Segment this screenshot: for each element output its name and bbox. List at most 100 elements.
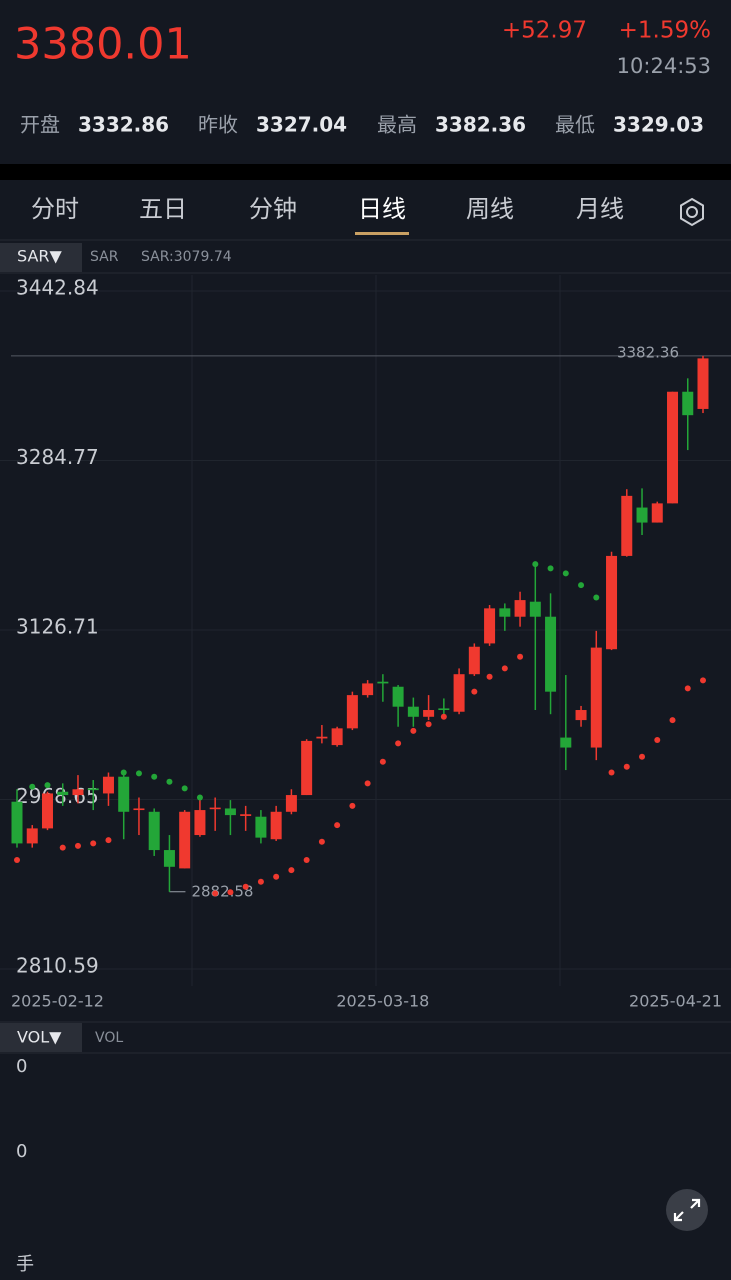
sar-dot: [501, 665, 508, 672]
candle-body: [651, 503, 663, 523]
change-pct: +1.59%: [619, 18, 711, 44]
y-tick-label: 2968.65: [16, 784, 99, 808]
candle-body: [606, 555, 618, 650]
candle-body: [407, 706, 419, 717]
candle-body: [133, 808, 145, 811]
candle-body: [392, 686, 404, 707]
sar-dot: [608, 769, 615, 776]
sar-dot: [532, 561, 539, 568]
candle-body: [499, 608, 511, 617]
sar-dot: [135, 770, 142, 777]
candle-body: [545, 616, 557, 692]
indicator-button-label[interactable]: SAR▼: [17, 247, 63, 266]
candle-body: [316, 736, 328, 739]
sar-dot: [166, 778, 173, 785]
candle-body: [209, 807, 221, 810]
candle-body: [87, 788, 99, 791]
sar-dot: [349, 802, 356, 809]
sar-dot: [44, 782, 51, 789]
candle-body: [179, 811, 191, 869]
candle-body: [575, 710, 587, 721]
stat-value: 3382.36: [435, 113, 526, 137]
sar-dot: [273, 873, 280, 880]
tab[interactable]: 月线: [576, 195, 624, 223]
sar-dot: [318, 838, 325, 845]
tab[interactable]: 日线: [358, 195, 406, 223]
sar-dot: [578, 582, 585, 589]
sar-dot: [623, 763, 630, 770]
sar-dot: [456, 702, 463, 709]
vol-tick: 0: [16, 1056, 27, 1077]
sar-dot: [151, 773, 158, 780]
stat-label: 昨收: [198, 113, 238, 137]
tab[interactable]: 分钟: [249, 195, 297, 223]
candle-body: [118, 776, 130, 812]
candle-body: [453, 674, 465, 712]
candle-body: [224, 808, 236, 816]
candle-body: [514, 600, 526, 617]
sar-dot: [90, 840, 97, 847]
separator: [0, 164, 731, 180]
sar-dot: [227, 889, 234, 896]
sar-dot: [334, 822, 341, 829]
sar-dot: [120, 769, 127, 776]
candle-body: [468, 646, 480, 675]
indicator-name: SAR: [90, 249, 119, 265]
sar-dot: [105, 837, 112, 844]
vol-button[interactable]: [0, 1023, 82, 1052]
candle-body: [529, 601, 541, 617]
vol-button-label[interactable]: VOL▼: [17, 1028, 62, 1047]
candle-body: [240, 814, 252, 816]
candle-body: [590, 647, 602, 748]
candle-body: [377, 681, 389, 684]
sar-dot: [74, 842, 81, 849]
sar-dot: [593, 594, 600, 601]
sar-dot: [440, 713, 447, 720]
sar-dot: [684, 685, 691, 692]
candle-body: [438, 708, 450, 711]
indicator-button[interactable]: [0, 243, 82, 272]
settings-icon[interactable]: [680, 197, 704, 227]
candle-body: [270, 811, 282, 840]
stat-value: 3332.86: [78, 113, 169, 137]
stat-label: 开盘: [20, 113, 60, 137]
stat-label: 最高: [377, 113, 417, 137]
sar-dot: [29, 783, 36, 790]
y-tick-label: 2810.59: [16, 954, 99, 978]
candle-body: [682, 391, 694, 416]
candle-body: [285, 795, 297, 812]
sar-dot: [471, 688, 478, 695]
stat-label: 最低: [555, 113, 595, 137]
sar-dot: [486, 673, 493, 680]
candle-body: [621, 495, 633, 556]
y-tick-label: 3442.84: [16, 276, 99, 300]
candle-body: [26, 828, 38, 844]
x-tick-label: 2025-04-21: [629, 992, 722, 1011]
low-label: 2882.58: [191, 882, 253, 900]
sar-dot: [196, 794, 203, 801]
candle-body: [331, 728, 343, 746]
x-tick-label: 2025-03-18: [336, 992, 429, 1011]
sar-dot: [59, 844, 66, 851]
candle-body: [148, 811, 160, 851]
sar-dot: [181, 785, 188, 792]
candle-body: [255, 816, 267, 838]
candle-body: [11, 801, 23, 844]
tab[interactable]: 分时: [31, 195, 79, 223]
sar-dot: [425, 721, 432, 728]
candle-body: [57, 791, 69, 796]
stat-value: 3327.04: [256, 113, 347, 137]
sar-dot: [242, 883, 249, 890]
sar-dot: [288, 867, 295, 874]
y-tick-label: 3284.77: [16, 445, 99, 469]
sar-dot: [517, 653, 524, 660]
expand-button[interactable]: [666, 1189, 708, 1231]
tab[interactable]: 周线: [466, 195, 514, 223]
sar-dot: [669, 717, 676, 724]
stat-value: 3329.03: [613, 113, 704, 137]
vol-name: VOL: [95, 1030, 123, 1046]
tab[interactable]: 五日: [139, 195, 187, 223]
